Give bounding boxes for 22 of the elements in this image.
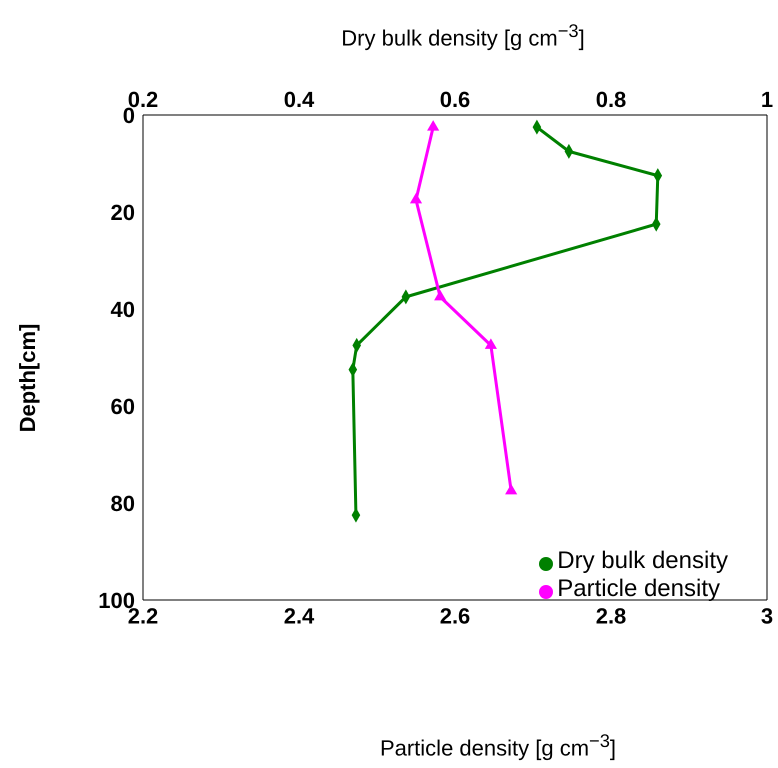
x2-axis-title: Dry bulk density [g cm$^{−3}$] (341, 20, 585, 52)
x2-tick-label: 0.8 (596, 87, 626, 112)
x-axis-title: Particle density [g cm$^{−3}$] (380, 730, 616, 762)
y-tick-label: 60 (110, 394, 135, 419)
y-tick-label: 40 (110, 296, 135, 322)
x2-tick-label: 0.6 (440, 87, 470, 112)
point (434, 290, 446, 300)
x-tick-label: 2.6 (440, 604, 470, 629)
y-axis-title: Depth[cm] (15, 324, 41, 432)
point (484, 338, 497, 349)
x-tick-label: 2.8 (596, 604, 626, 629)
x2-tick-label: 1 (760, 87, 774, 112)
legend-label: Dry bulk density (557, 547, 728, 574)
x2-tick-label: 0.4 (284, 87, 316, 112)
x-tick-label: 3 (760, 604, 774, 629)
point (410, 192, 422, 204)
point (427, 120, 440, 131)
y-tick-label: 20 (110, 200, 135, 225)
y-tick-label: 80 (110, 490, 135, 516)
point (505, 484, 518, 494)
legend-label: Particle density (557, 575, 720, 602)
x-tick-label: 2.4 (284, 604, 316, 629)
